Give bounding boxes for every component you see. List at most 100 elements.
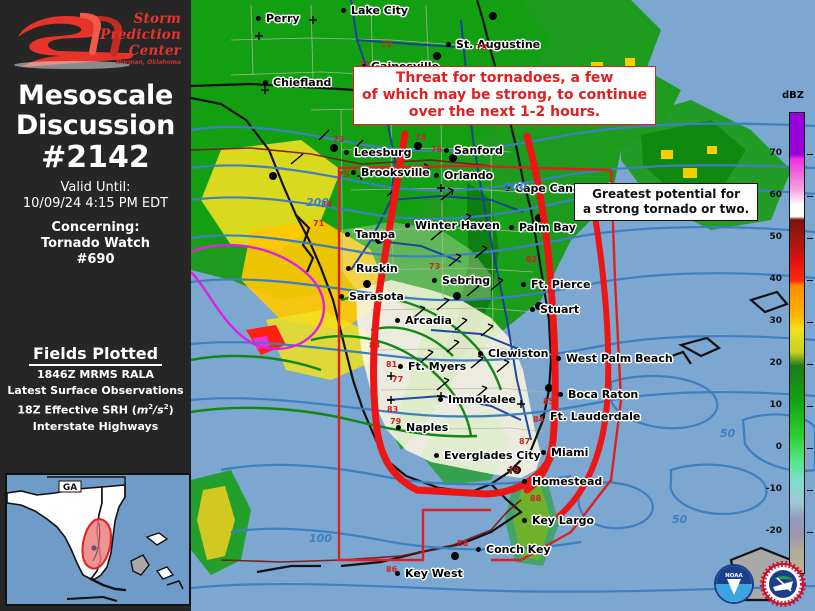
spc-swoosh-graphic: [14, 12, 134, 69]
srh-units-m: m: [136, 403, 149, 417]
obs-temperature: 73: [333, 135, 345, 144]
inset-map-graphic: GA: [7, 475, 189, 604]
obs-temperature: 72: [381, 40, 393, 49]
colorbar-tick-label: 10: [769, 400, 782, 410]
obs-temperature: 81: [386, 360, 398, 369]
city-marker: [438, 397, 443, 402]
colorbar-tick-label: 40: [769, 274, 782, 284]
nws-logo: [760, 561, 806, 607]
colorbar-gradient: [789, 112, 805, 574]
obs-temperature: 72: [359, 60, 371, 69]
spc-logo: Storm Prediction Center Norman, Oklahoma: [0, 3, 191, 75]
city-marker: [396, 425, 401, 430]
city-marker: [434, 453, 439, 458]
threat-corridor: [370, 130, 559, 498]
field-item-mrms: 1846Z MRMS RALA: [36, 368, 155, 381]
srh-suffix: ): [168, 403, 174, 417]
city-marker: [395, 571, 400, 576]
station-plot-crosses: [255, 16, 525, 474]
logo-text-center: Center: [128, 43, 181, 59]
concerning-value-2: #690: [76, 252, 115, 267]
product-title-block: Mesoscale Discussion #2142: [0, 80, 191, 175]
inset-state-label-box: [58, 480, 82, 493]
obs-temperature: 77: [392, 375, 404, 384]
station-plot-dots: [269, 12, 553, 560]
city-marker: [346, 266, 351, 271]
title-line-1: Mesoscale: [18, 80, 173, 111]
inset-bahamas-4: [166, 580, 184, 590]
city-marker: [522, 479, 527, 484]
inset-bahamas-2: [130, 554, 150, 576]
swoosh-shadow: [14, 61, 130, 69]
city-marker: [405, 223, 410, 228]
locator-inset-map: GA: [5, 473, 191, 606]
srh-units-s: /s: [153, 403, 164, 417]
swoosh-s: [18, 15, 134, 67]
valid-until-time: 10/09/24 4:15 PM EDT: [22, 196, 169, 211]
city-marker: [351, 170, 356, 175]
inset-highlight-area: [81, 518, 113, 570]
colorbar-title: dBZ: [782, 90, 805, 101]
inset-keys: [89, 577, 127, 592]
swoosh-c: [92, 15, 123, 57]
colorbar-tick-mark: [807, 196, 813, 197]
noaa-logo: NOAA: [714, 564, 754, 604]
colorbar-tick-mark: [807, 154, 813, 155]
obs-temperature: 84: [533, 415, 545, 424]
obs-temperature: 88: [457, 539, 469, 548]
field-item-srh: 18Z Effective SRH (m2/s2): [0, 400, 191, 418]
inset-state-label: GA: [63, 483, 77, 493]
colorbar-tick-label: 50: [769, 232, 782, 242]
obs-temperature: 74: [415, 133, 427, 142]
discussion-number: #2142: [41, 140, 150, 175]
city-marker: [556, 356, 561, 361]
city-marker: [341, 8, 346, 13]
field-item-surface-obs: Latest Surface Observations: [7, 384, 184, 397]
city-marker: [444, 148, 449, 153]
obs-temperature: 71: [313, 219, 325, 228]
logo-text-storm: Storm: [133, 11, 181, 27]
srh-inner-contours: [191, 294, 503, 438]
obs-temperature: 78: [476, 43, 488, 52]
echo-keys-yellow: [197, 486, 235, 560]
echo-line-core: [437, 182, 499, 380]
echo-core-orange-w: [241, 220, 391, 330]
obs-temperature: 83: [387, 405, 399, 414]
surface-wind-barbs: [290, 129, 510, 399]
obs-temperature: 73: [429, 262, 441, 271]
srh-contour-label: 50: [720, 427, 736, 440]
city-marker: [476, 547, 481, 552]
city-marker: [558, 392, 563, 397]
obs-temperature: 87: [519, 437, 531, 446]
colorbar-tick-mark: [807, 280, 813, 281]
city-marker: [256, 16, 261, 21]
obs-temperature: 82: [526, 255, 538, 264]
srh-units-exp1: 2: [148, 403, 154, 411]
city-marker: [446, 42, 451, 47]
inset-highlight-axis: [92, 522, 101, 562]
city-marker: [509, 225, 514, 230]
obs-temperature: 74: [321, 200, 333, 209]
tornado-watch-outline: [337, 164, 623, 562]
colorbar-tick-label: -20: [765, 526, 782, 536]
srh-contour-label: 200: [306, 196, 329, 209]
city-marker: [541, 450, 546, 455]
inset-ga-border: [47, 476, 126, 497]
agency-logos-graphic: NOAA: [714, 561, 806, 607]
valid-until-label: Valid Until:: [60, 180, 131, 195]
inset-cuba: [66, 595, 118, 602]
concerning-value-1: Tornado Watch: [40, 236, 151, 251]
colorbar-tick-mark: [807, 238, 813, 239]
city-marker: [521, 282, 526, 287]
city-marker: [263, 80, 268, 85]
obs-temperature: 83: [369, 341, 381, 350]
obs-temperature: 79: [390, 417, 402, 426]
obs-temperature: 85: [543, 397, 555, 406]
obs-temperature: 79: [508, 466, 520, 475]
obs-temperature: 86: [386, 565, 398, 574]
city-marker: [432, 278, 437, 283]
inset-bahamas-1: [145, 532, 169, 546]
colorbar-tick-label: -10: [765, 484, 782, 494]
colorbar-tick-label: 70: [769, 148, 782, 158]
